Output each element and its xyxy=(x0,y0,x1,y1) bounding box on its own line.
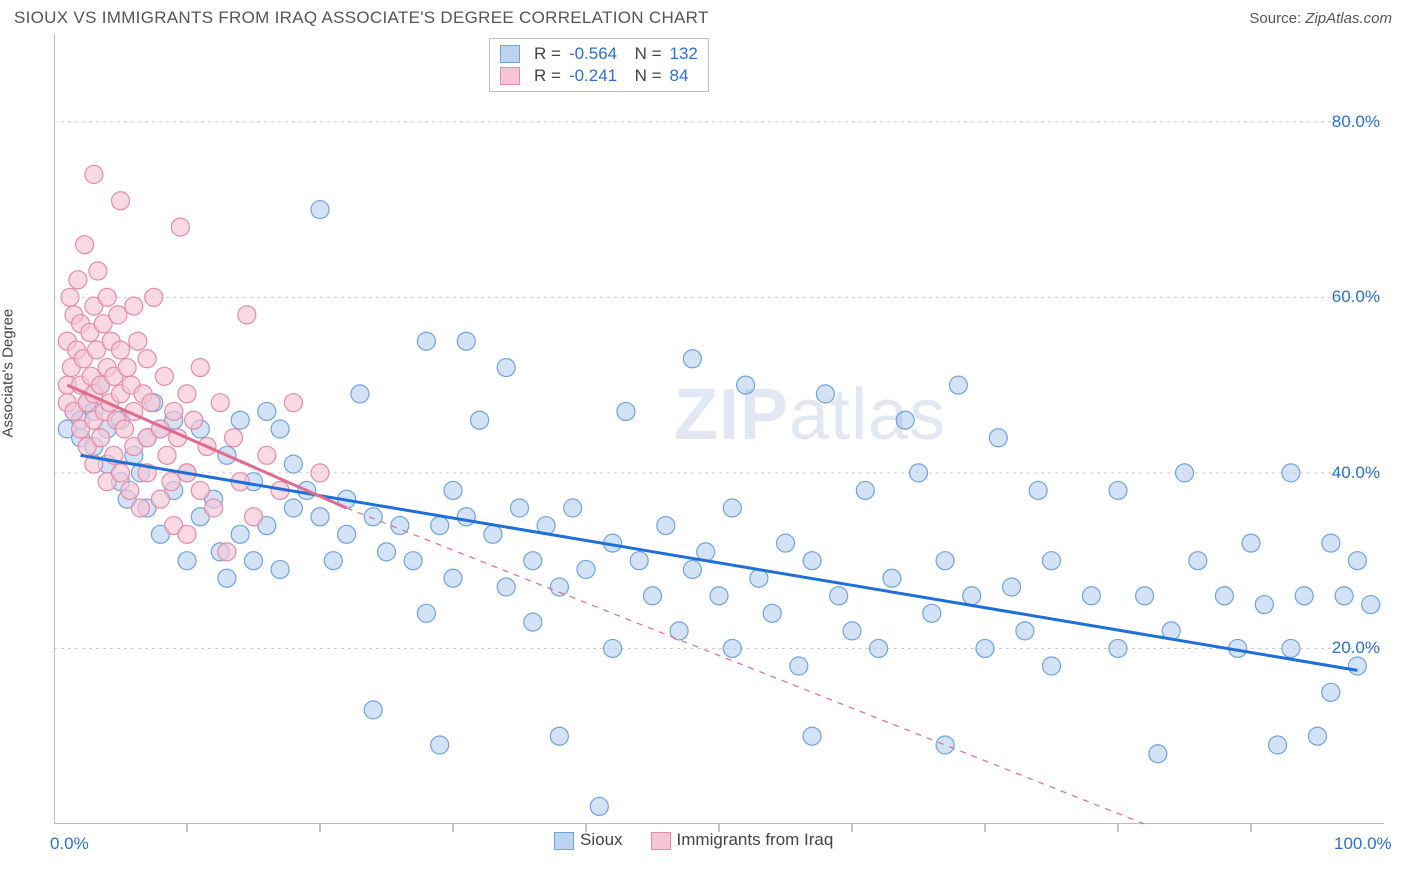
chart-header: SIOUX VS IMMIGRANTS FROM IRAQ ASSOCIATE'… xyxy=(0,0,1406,34)
stat-r-label: R = xyxy=(534,44,561,64)
legend-swatch-iraq xyxy=(651,832,671,850)
y-axis-label: Associate's Degree xyxy=(0,309,17,438)
stat-n-sioux: 132 xyxy=(670,44,698,64)
chart-title: SIOUX VS IMMIGRANTS FROM IRAQ ASSOCIATE'… xyxy=(14,8,709,28)
stat-r-sioux: -0.564 xyxy=(569,44,617,64)
y-tick-label: 60.0% xyxy=(1332,287,1380,307)
stats-row-sioux: R = -0.564 N = 132 xyxy=(500,43,698,65)
legend-item-sioux: Sioux xyxy=(554,830,623,850)
stat-n-iraq: 84 xyxy=(670,66,689,86)
y-tick-label: 40.0% xyxy=(1332,463,1380,483)
stat-n-label: N = xyxy=(625,44,661,64)
legend-item-iraq: Immigrants from Iraq xyxy=(651,830,834,850)
source-name: ZipAtlas.com xyxy=(1305,10,1392,27)
swatch-iraq xyxy=(500,67,520,85)
legend-label-iraq: Immigrants from Iraq xyxy=(677,830,834,849)
stat-r-label: R = xyxy=(534,66,561,86)
legend: Sioux Immigrants from Iraq xyxy=(554,830,833,850)
stats-row-iraq: R = -0.241 N = 84 xyxy=(500,65,698,87)
x-tick-label: 100.0% xyxy=(1334,834,1392,854)
chart-source: Source: ZipAtlas.com xyxy=(1249,10,1392,27)
legend-swatch-sioux xyxy=(554,832,574,850)
source-prefix: Source: xyxy=(1249,10,1305,27)
stat-r-iraq: -0.241 xyxy=(569,66,617,86)
y-tick-label: 20.0% xyxy=(1332,638,1380,658)
swatch-sioux xyxy=(500,45,520,63)
stat-n-label: N = xyxy=(625,66,661,86)
scatter-plot xyxy=(54,34,1384,824)
legend-label-sioux: Sioux xyxy=(580,830,623,849)
stats-box: R = -0.564 N = 132 R = -0.241 N = 84 xyxy=(489,38,709,92)
y-tick-label: 80.0% xyxy=(1332,112,1380,132)
x-tick-label: 0.0% xyxy=(50,834,89,854)
